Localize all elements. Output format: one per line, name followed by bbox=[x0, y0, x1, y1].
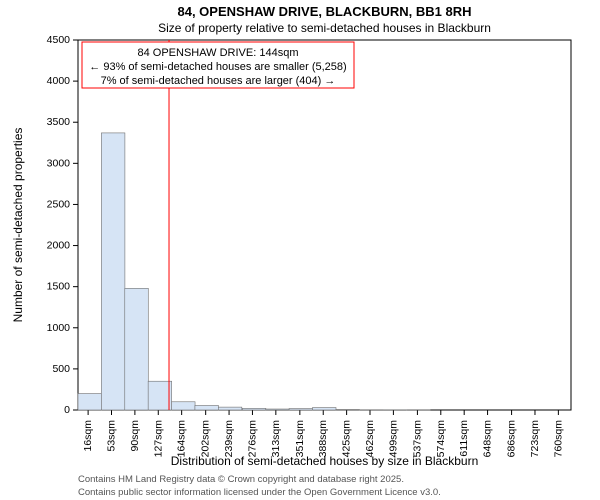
x-tick-label: 686sqm bbox=[506, 420, 518, 458]
x-tick-label: 611sqm bbox=[458, 420, 470, 457]
page-title-2: Size of property relative to semi-detach… bbox=[158, 21, 491, 35]
x-tick-label: 537sqm bbox=[411, 420, 423, 458]
x-tick-label: 351sqm bbox=[294, 420, 306, 458]
histogram-bar bbox=[312, 408, 336, 410]
x-tick-label: 648sqm bbox=[482, 420, 494, 458]
annotation-line1: 84 OPENSHAW DRIVE: 144sqm bbox=[138, 47, 299, 59]
y-tick-label: 1500 bbox=[47, 281, 71, 293]
x-tick-label: 462sqm bbox=[364, 420, 376, 458]
histogram-bar bbox=[242, 408, 266, 410]
histogram-bar bbox=[195, 405, 219, 410]
x-tick-label: 202sqm bbox=[200, 420, 212, 458]
histogram-bar bbox=[266, 409, 290, 410]
y-tick-label: 3000 bbox=[47, 157, 71, 169]
x-tick-label: 164sqm bbox=[176, 420, 188, 458]
y-tick-label: 0 bbox=[64, 404, 70, 416]
x-tick-label: 723sqm bbox=[529, 420, 541, 458]
x-tick-label: 16sqm bbox=[82, 420, 94, 452]
y-tick-label: 4500 bbox=[47, 34, 71, 46]
histogram-bar bbox=[172, 402, 196, 410]
histogram-bar bbox=[148, 381, 172, 410]
x-tick-label: 760sqm bbox=[552, 420, 564, 458]
histogram-bar bbox=[289, 409, 313, 410]
annotation-line3: 7% of semi-detached houses are larger (4… bbox=[101, 75, 336, 87]
x-tick-label: 425sqm bbox=[341, 420, 353, 458]
x-tick-label: 313sqm bbox=[270, 420, 282, 458]
x-tick-label: 53sqm bbox=[105, 420, 117, 452]
y-tick-label: 3500 bbox=[47, 116, 71, 128]
x-tick-label: 388sqm bbox=[317, 420, 329, 458]
x-tick-label: 90sqm bbox=[129, 420, 141, 452]
histogram-bar bbox=[101, 133, 125, 410]
y-axis-label: Number of semi-detached properties bbox=[11, 128, 25, 323]
y-tick-label: 1000 bbox=[47, 322, 71, 334]
credit-line-2: Contains public sector information licen… bbox=[78, 487, 441, 498]
histogram-bar bbox=[218, 407, 242, 410]
y-tick-label: 4000 bbox=[47, 75, 71, 87]
x-tick-label: 574sqm bbox=[435, 420, 447, 458]
x-tick-label: 239sqm bbox=[223, 420, 235, 458]
y-tick-label: 2500 bbox=[47, 198, 71, 210]
credit-line-1: Contains HM Land Registry data © Crown c… bbox=[78, 474, 404, 485]
y-tick-label: 500 bbox=[52, 363, 70, 375]
chart-canvas: 84, OPENSHAW DRIVE, BLACKBURN, BB1 8RH Si… bbox=[0, 0, 600, 500]
y-tick-label: 2000 bbox=[47, 240, 71, 252]
page-title-1: 84, OPENSHAW DRIVE, BLACKBURN, BB1 8RH bbox=[178, 4, 472, 19]
x-tick-label: 276sqm bbox=[246, 420, 258, 458]
histogram-bar bbox=[78, 394, 102, 410]
x-axis-label: Distribution of semi-detached houses by … bbox=[171, 454, 479, 468]
plot-area bbox=[78, 40, 571, 410]
x-tick-label: 127sqm bbox=[152, 420, 164, 458]
annotation-line2: ← 93% of semi-detached houses are smalle… bbox=[89, 61, 346, 73]
x-tick-label: 499sqm bbox=[387, 420, 399, 458]
histogram-bar bbox=[125, 288, 149, 410]
